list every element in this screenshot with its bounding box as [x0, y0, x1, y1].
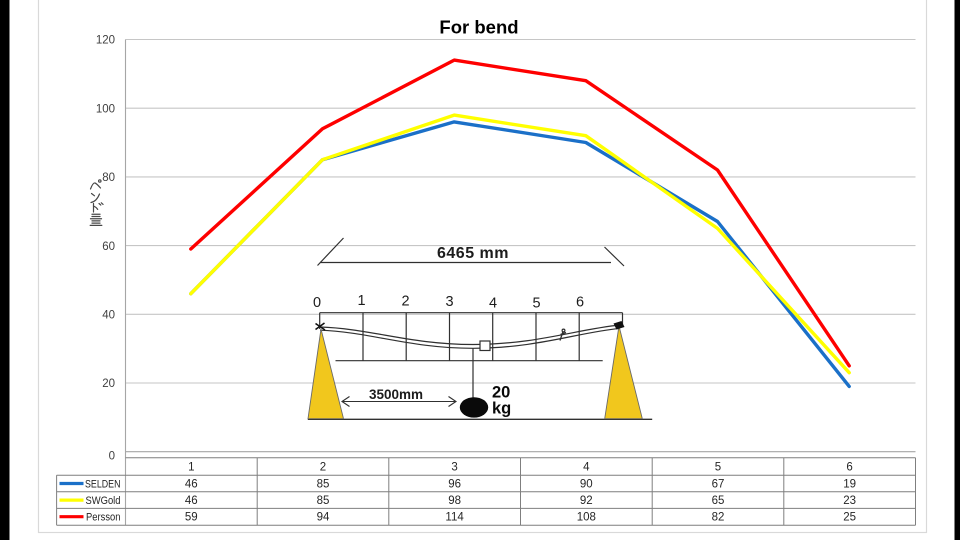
svg-text:82: 82	[712, 512, 725, 524]
svg-text:98: 98	[448, 495, 461, 507]
svg-text:3: 3	[445, 294, 453, 310]
svg-text:19: 19	[843, 479, 856, 491]
svg-text:80: 80	[102, 172, 115, 184]
svg-text:6: 6	[576, 295, 584, 311]
svg-text:60: 60	[102, 241, 115, 253]
svg-text:20: 20	[102, 378, 115, 390]
svg-text:90: 90	[580, 479, 593, 491]
svg-text:96: 96	[448, 479, 461, 491]
svg-text:65: 65	[712, 495, 725, 507]
svg-text:5: 5	[715, 462, 721, 474]
svg-text:114: 114	[445, 512, 464, 524]
svg-text:4: 4	[489, 296, 497, 312]
svg-text:94: 94	[317, 512, 330, 524]
svg-text:2: 2	[320, 462, 326, 474]
svg-text:0: 0	[109, 451, 115, 463]
svg-text:SELDEN: SELDEN	[85, 478, 121, 490]
svg-text:40: 40	[102, 310, 115, 322]
svg-text:6465 mm: 6465 mm	[437, 245, 509, 262]
svg-text:3: 3	[451, 462, 457, 474]
svg-text:20: 20	[492, 384, 510, 402]
svg-text:67: 67	[712, 479, 725, 491]
svg-text:4: 4	[583, 462, 590, 474]
svg-text:46: 46	[185, 495, 198, 507]
svg-text:46: 46	[185, 479, 198, 491]
svg-text:23: 23	[843, 495, 856, 507]
svg-text:1: 1	[357, 293, 365, 309]
svg-text:6: 6	[846, 462, 852, 474]
svg-text:kg: kg	[492, 400, 511, 418]
svg-text:100: 100	[96, 103, 115, 115]
svg-text:120: 120	[96, 35, 115, 47]
svg-text:3500mm: 3500mm	[369, 387, 423, 402]
svg-text:59: 59	[185, 512, 198, 524]
svg-text:Persson: Persson	[86, 511, 121, 523]
svg-text:5: 5	[532, 296, 540, 312]
svg-text:92: 92	[580, 495, 593, 507]
svg-text:85: 85	[317, 479, 330, 491]
svg-text:2: 2	[401, 294, 409, 310]
svg-text:25: 25	[843, 512, 856, 524]
svg-text:108: 108	[577, 512, 596, 524]
svg-text:1: 1	[188, 462, 194, 474]
svg-text:85: 85	[317, 495, 330, 507]
svg-text:SWGold: SWGold	[86, 495, 121, 507]
svg-text:For bend: For bend	[439, 17, 518, 38]
svg-text:0: 0	[313, 295, 321, 311]
